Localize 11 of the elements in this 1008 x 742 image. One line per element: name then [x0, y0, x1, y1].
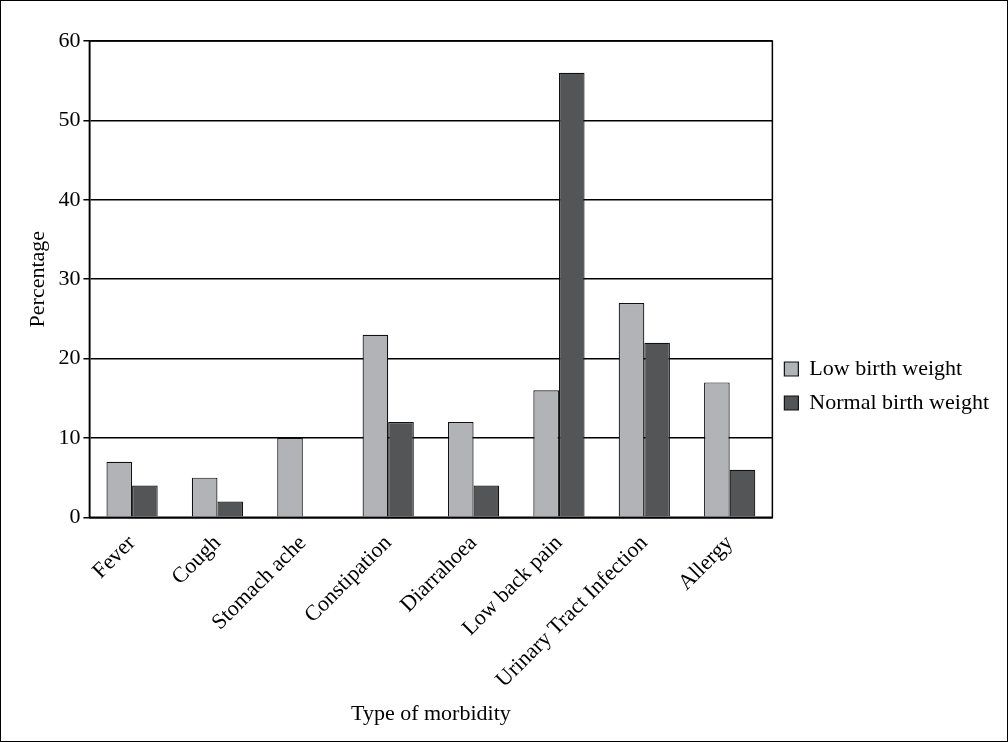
y-tick-label: 10 [58, 423, 81, 449]
y-tick-label: 40 [58, 185, 81, 211]
y-tick-label: 30 [58, 264, 81, 290]
y-tick-label: 20 [58, 344, 81, 370]
y-axis-title: Percentage [23, 230, 49, 328]
legend-label: Low birth weight [809, 354, 963, 380]
y-tick-label: 50 [58, 106, 81, 132]
x-axis-title: Type of morbidity [350, 699, 511, 725]
y-tick-label: 0 [69, 503, 81, 529]
y-tick-label: 60 [58, 26, 81, 52]
legend-label: Normal birth weight [809, 388, 990, 414]
